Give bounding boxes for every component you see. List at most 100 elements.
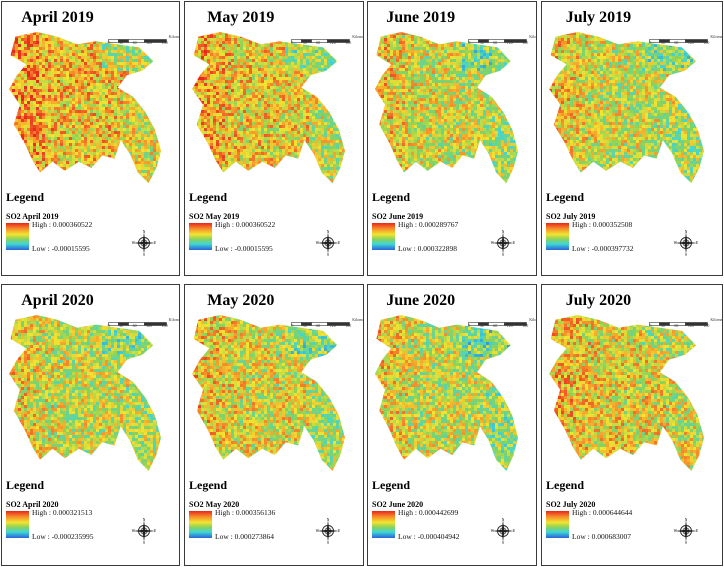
compass-n: N [502, 518, 505, 522]
scale-bar-graphic [291, 39, 350, 43]
map-panel-5: April 2020 0 30 60 120 180 Kilometers Legend… [1, 284, 180, 566]
legend-title: Legend [546, 478, 584, 493]
legend-color-ramp [6, 511, 29, 539]
scale-tick-label: 0 [649, 323, 651, 328]
scale-tick-label: 120 [507, 323, 513, 328]
legend-color-ramp [546, 223, 569, 251]
scale-ticks: 0 30 60 120 180 [649, 40, 709, 45]
panel-title: June 2020 [368, 292, 473, 310]
scale-tick-label: 120 [330, 323, 336, 328]
north-arrow-icon: N E S W [315, 230, 341, 256]
scale-tick-label: 60 [316, 323, 320, 328]
scale-tick-label: 0 [468, 40, 470, 45]
scale-bar: 0 30 60 120 180 Kilometers [291, 33, 363, 47]
scale-bar: 0 30 60 120 180 Kilometers [468, 316, 536, 330]
scale-bar-graphic [649, 322, 709, 326]
scale-bar: 0 30 60 120 180 Kilometers [649, 316, 722, 330]
panel-title: July 2019 [542, 9, 655, 27]
compass-e: E [513, 529, 516, 533]
scale-unit: Kilometers [169, 34, 179, 39]
legend-high-value: High : 0.000442699 [398, 508, 458, 517]
panel-title: May 2020 [185, 292, 297, 310]
scale-tick-label: 60 [674, 323, 678, 328]
scale-tick-label: 0 [291, 40, 293, 45]
north-arrow-icon: N E S W [491, 518, 516, 544]
legend-low-value: Low : -0.000404942 [398, 532, 459, 541]
compass-s: S [327, 253, 329, 256]
compass-s: S [502, 253, 504, 256]
map-panel-6: May 2020 0 30 60 120 180 Kilometers Legend S… [184, 284, 364, 566]
legend-high-value: High : 0.000644644 [572, 508, 632, 517]
compass-w: W [315, 529, 319, 533]
compass-e: E [696, 242, 699, 246]
scale-bar: 0 30 60 120 180 Kilometers [291, 316, 363, 330]
so2-map [374, 315, 518, 471]
legend-color-ramp [6, 223, 29, 251]
scale-bar-graphic [649, 39, 709, 43]
scale-tick-label: 60 [674, 40, 678, 45]
legend-layer-name: SO2 July 2020 [546, 500, 595, 509]
compass-e: E [338, 242, 341, 246]
compass-s: S [685, 253, 687, 256]
scale-tick-label: 120 [146, 323, 152, 328]
legend-color-ramp [546, 511, 569, 539]
legend-high-value: High : 0.000289767 [398, 220, 458, 229]
compass-w: W [131, 529, 135, 533]
panel-title: May 2019 [185, 9, 297, 27]
map-panel-1: April 2019 0 30 60 120 180 Kilometers Legend… [1, 1, 180, 276]
scale-tick-label: 180 [522, 323, 528, 328]
scale-tick-label: 0 [108, 40, 110, 45]
legend-layer-name: SO2 May 2020 [189, 500, 239, 509]
scale-unit: Kilometers [352, 34, 363, 39]
scale-tick-label: 180 [345, 323, 351, 328]
scale-tick-label: 120 [688, 40, 694, 45]
scale-unit: Kilometers [169, 317, 179, 322]
legend-low-value: Low : -0.00015595 [215, 244, 273, 253]
scale-bar-graphic [468, 322, 528, 326]
scale-bar-graphic [107, 39, 167, 43]
legend-low-value: Low : -0.000235995 [32, 532, 93, 541]
scale-bar: 0 30 60 120 180 Kilometers [107, 316, 179, 330]
scale-tick-label: 0 [291, 323, 293, 328]
legend-layer-name: SO2 April 2019 [6, 212, 58, 221]
legend-color-ramp [189, 223, 212, 251]
scale-unit: Kilometers [529, 317, 536, 322]
scale-ticks: 0 30 60 120 180 [649, 323, 709, 328]
scale-tick-label: 60 [133, 323, 137, 328]
scale-tick-label: 120 [330, 40, 336, 45]
scale-tick-label: 120 [507, 40, 513, 45]
north-arrow-icon: N E S W [131, 230, 156, 256]
scale-tick-label: 30 [303, 323, 307, 328]
compass-e: E [154, 529, 157, 533]
legend-high-value: High : 0.000321513 [32, 508, 92, 517]
scale-ticks: 0 30 60 120 180 [108, 40, 168, 45]
so2-map [549, 32, 704, 184]
compass-n: N [143, 230, 146, 234]
scale-bar-graphic [107, 322, 167, 326]
north-arrow-icon: N E S W [674, 230, 699, 256]
legend-layer-name: SO2 July 2019 [546, 212, 595, 221]
scale-bar: 0 30 60 120 180 Kilometers [468, 33, 536, 47]
so2-map [549, 315, 704, 471]
legend-layer-name: SO2 April 2020 [6, 500, 58, 509]
scale-bar: 0 30 60 120 180 Kilometers [649, 33, 722, 47]
scale-tick-label: 30 [480, 323, 484, 328]
legend-color-ramp [372, 223, 395, 251]
north-arrow-icon: N E S W [674, 518, 699, 544]
scale-unit: Kilometers [710, 317, 722, 322]
compass-e: E [338, 529, 341, 533]
scale-tick-label: 180 [703, 323, 709, 328]
scale-tick-label: 0 [649, 40, 651, 45]
scale-tick-label: 180 [522, 40, 528, 45]
legend-layer-name: SO2 June 2019 [372, 212, 423, 221]
compass-s: S [143, 541, 145, 544]
scale-tick-label: 180 [703, 40, 709, 45]
scale-tick-label: 30 [119, 323, 123, 328]
legend-title: Legend [6, 478, 44, 493]
legend-layer-name: SO2 May 2019 [189, 212, 239, 221]
scale-unit: Kilometers [352, 317, 363, 322]
scale-tick-label: 30 [661, 323, 665, 328]
compass-w: W [131, 242, 135, 246]
